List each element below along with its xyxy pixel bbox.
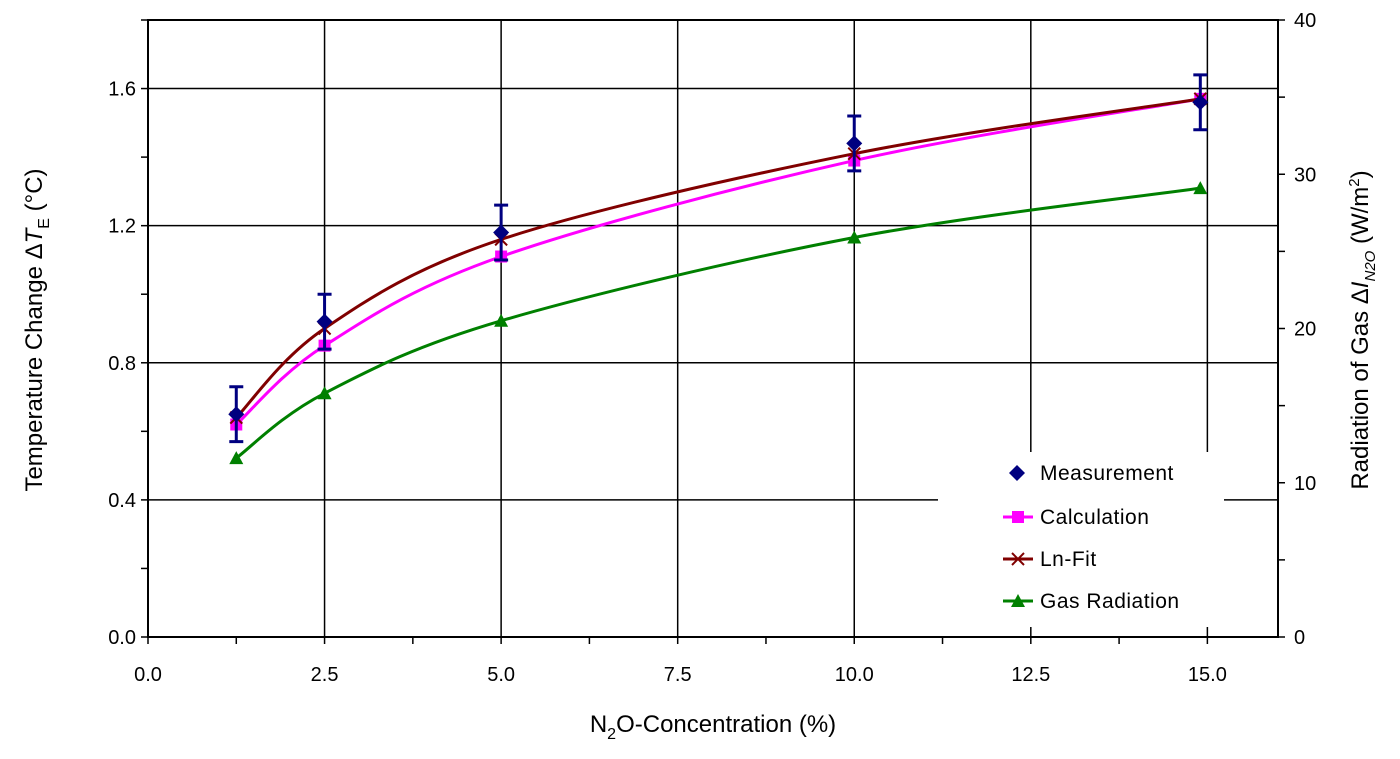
legend-label-gas-radiation: Gas Radiation	[1040, 590, 1180, 613]
legend-marker-calculation	[1012, 511, 1024, 523]
y-right-tick-label: 0	[1294, 627, 1305, 649]
legend: Measurement Calculation Ln-Fit Gas Radia…	[938, 452, 1224, 627]
data-point-measurement	[228, 406, 245, 423]
data-point-gas-radiation	[847, 230, 862, 244]
data-point-measurement	[493, 224, 510, 241]
x-tick-label: 10.0	[835, 664, 874, 686]
y-left-tick-label: 1.2	[108, 216, 136, 238]
y-axis-right-title: Radiation of Gas ΔIN2O (W/m2)	[1346, 170, 1379, 489]
legend-item-calculation: Calculation	[1003, 506, 1149, 529]
legend-box	[938, 452, 1224, 627]
series	[228, 73, 1209, 465]
x-tick-label: 5.0	[487, 664, 515, 686]
x-tick-label: 15.0	[1188, 664, 1227, 686]
data-point-gas-radiation	[494, 313, 509, 327]
y-left-tick-label: 0.8	[108, 353, 136, 375]
legend-marker-gas-radiation	[1011, 594, 1025, 607]
axis-ticks: 0.0 2.5 5.0 7.5 10.0 12.5 15.0 0.0 0.4 0.8 1.2 1.6 0…	[108, 10, 1316, 686]
data-point-gas-radiation	[1193, 181, 1208, 195]
legend-label-measurement: Measurement	[1040, 462, 1174, 485]
y-left-tick-label: 0.0	[108, 627, 136, 649]
data-point-gas-radiation	[317, 386, 332, 400]
y-right-tick-label: 20	[1294, 319, 1316, 341]
legend-item-gas-radiation: Gas Radiation	[1003, 590, 1180, 613]
legend-marker-measurement	[1009, 465, 1025, 481]
y-right-tick-label: 10	[1294, 473, 1316, 495]
series-gas-radiation	[229, 181, 1208, 465]
y-axis-left-title: Temperature Change ΔTE (°C)	[21, 168, 53, 491]
y-right-tick-label: 40	[1294, 10, 1316, 32]
y-left-tick-label: 0.4	[108, 490, 136, 512]
x-tick-label: 12.5	[1011, 664, 1050, 686]
legend-label-ln-fit: Ln-Fit	[1040, 548, 1097, 571]
data-point-measurement	[846, 135, 863, 152]
x-tick-label: 7.5	[664, 664, 692, 686]
data-point-gas-radiation	[229, 451, 244, 465]
legend-item-ln-fit: Ln-Fit	[1003, 548, 1097, 571]
series-calculation	[230, 92, 1207, 431]
series-measurement	[228, 73, 1209, 444]
legend-label-calculation: Calculation	[1040, 506, 1149, 529]
legend-item-measurement: Measurement	[1009, 462, 1174, 485]
x-axis-title: N2O-Concentration (%)	[590, 711, 836, 743]
series-line-gas-radiation	[235, 186, 1201, 460]
y-left-tick-label: 1.6	[108, 79, 136, 101]
y-right-tick-label: 30	[1294, 164, 1316, 186]
x-tick-label: 2.5	[311, 664, 339, 686]
series-line-ln-fit	[235, 97, 1201, 419]
data-point-measurement	[316, 313, 333, 330]
series-ln-fit	[229, 92, 1208, 425]
legend-marker-ln-fit	[1011, 552, 1025, 566]
data-point-measurement	[1192, 94, 1209, 111]
x-tick-label: 0.0	[134, 664, 162, 686]
grid	[148, 20, 1278, 637]
series-line-calculation	[235, 97, 1201, 426]
